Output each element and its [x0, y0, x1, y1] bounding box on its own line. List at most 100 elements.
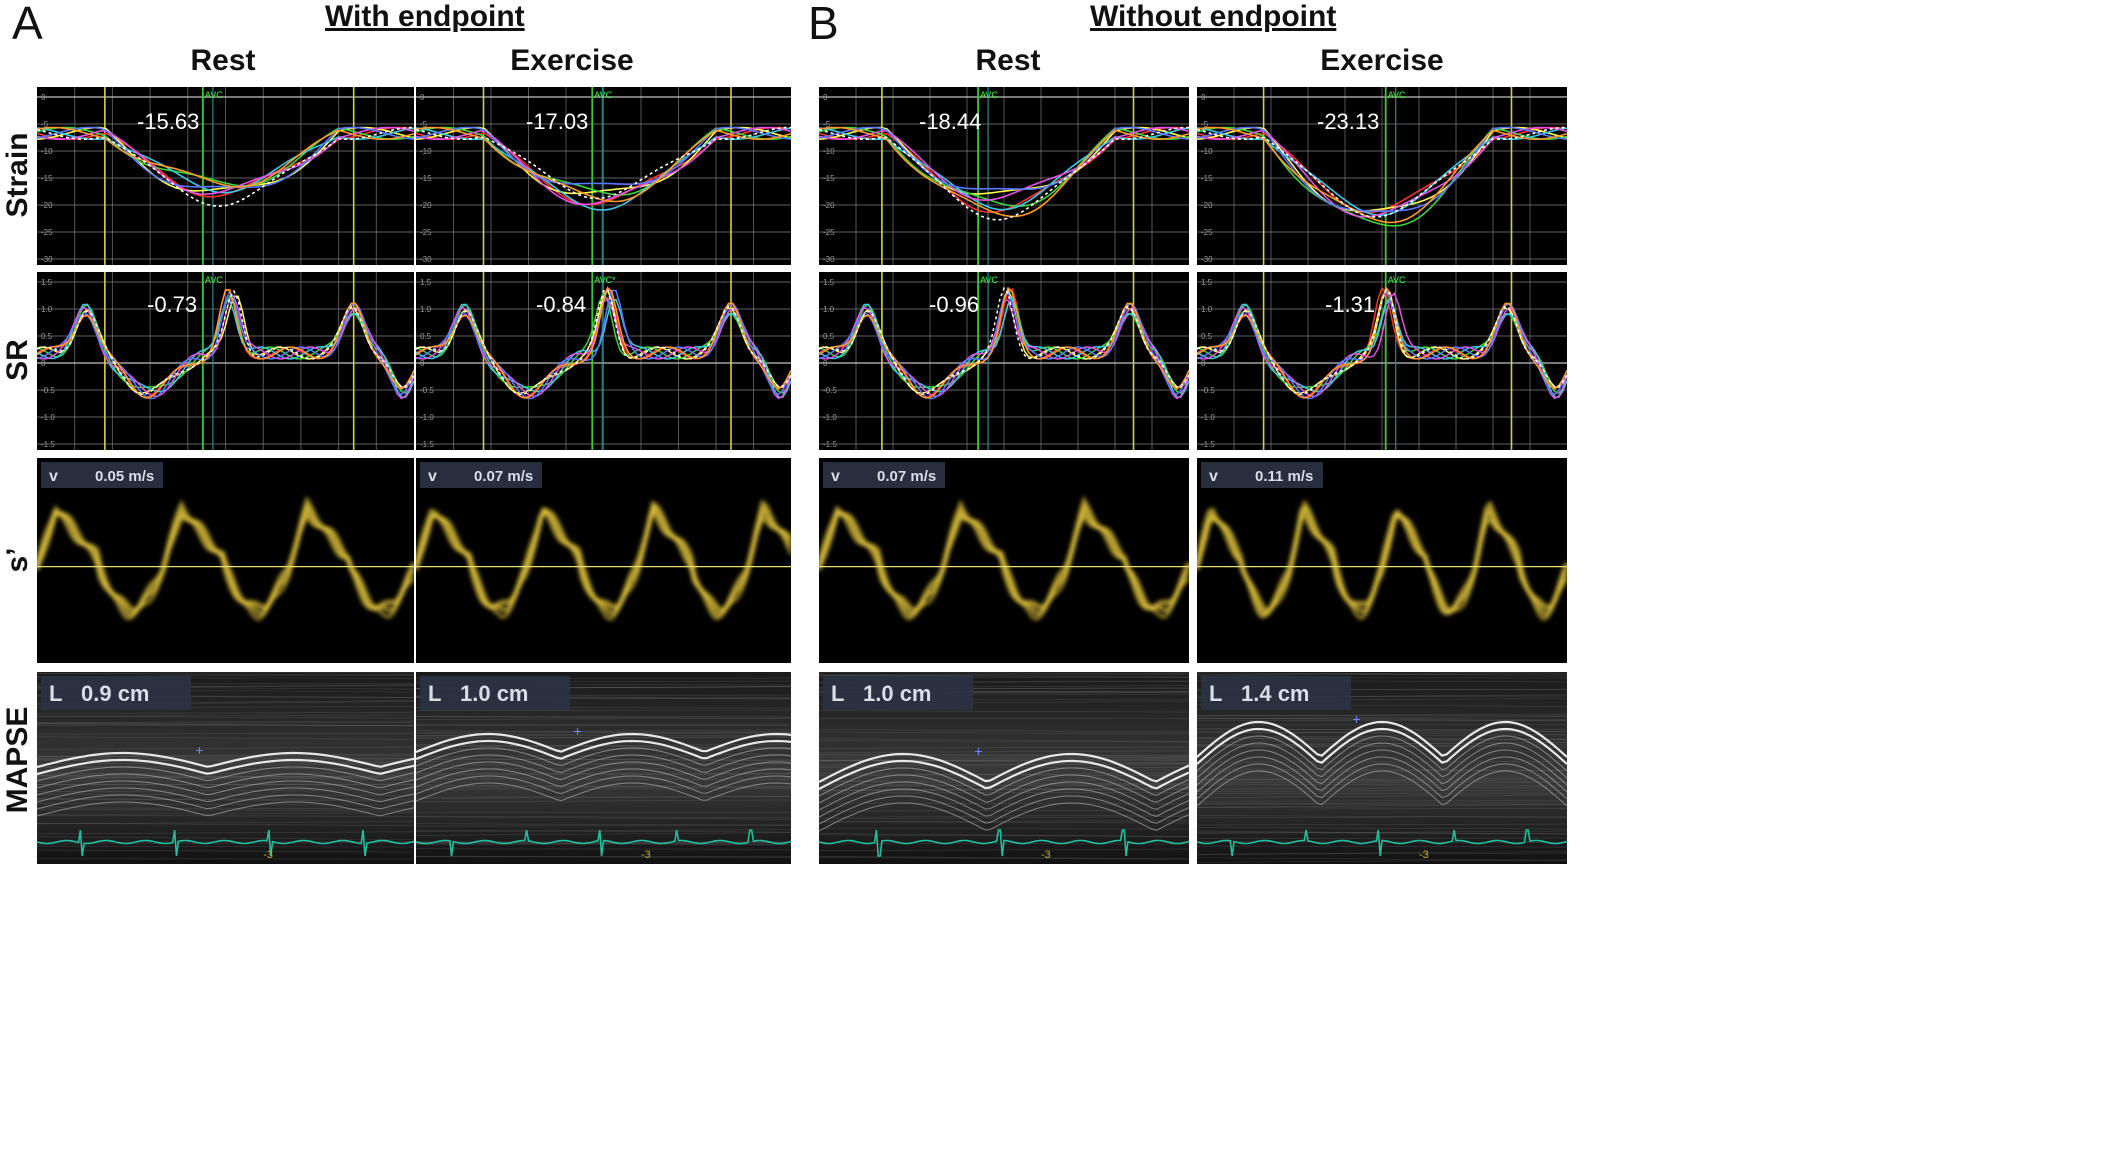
- sr-value-label: -0.96: [929, 292, 979, 317]
- column-title-rest-a: Rest: [190, 44, 256, 77]
- axis-tick-label: -1.5: [41, 440, 55, 449]
- axis-tick-label: -1.0: [420, 413, 434, 422]
- readout-value: 0.05 m/s: [95, 468, 154, 485]
- mitral-annulus-echo: [416, 739, 791, 761]
- mapse-panel-exercise-b: -3 L 1.4 cm +: [1197, 672, 1567, 864]
- axis-tick-label: 1.5: [1201, 278, 1213, 287]
- readout-value: 1.0 cm: [863, 681, 932, 706]
- doppler-panel-rest-a: v 0.05 m/s: [37, 458, 414, 663]
- sr-panel-exercise-b: 1.5 1.0 0.5 0 -0.5 -1.0 -1.5 AVC -1.31: [1197, 272, 1567, 450]
- readout-value: 0.11 m/s: [1255, 468, 1313, 485]
- s-prime-readout: v 0.11 m/s: [1201, 462, 1323, 488]
- mitral-annulus-echo: [819, 781, 1189, 811]
- axis-tick-label: -20: [41, 201, 53, 210]
- panel-letter-b: B: [808, 0, 839, 49]
- strain-trace: [819, 127, 1189, 211]
- avc-label: AVC: [980, 90, 998, 100]
- s-prime-readout: v 0.05 m/s: [41, 462, 163, 488]
- strain-panel-exercise-a: 0 -5 -10 -15 -20 -25 -30 AVC -17.03: [416, 87, 791, 265]
- strain-rate-trace: [416, 289, 791, 396]
- readout-prefix: L: [49, 681, 62, 706]
- doppler-panel-exercise-a: v 0.07 m/s: [416, 458, 791, 663]
- strain-trace: [37, 126, 414, 187]
- axis-tick-label: 0: [420, 93, 425, 102]
- axis-tick-label: -15: [1201, 174, 1213, 183]
- mitral-annulus-echo: [819, 802, 1189, 832]
- readout-prefix: v: [428, 468, 437, 485]
- grid-lines: 0 -5 -10 -15 -20 -25 -30: [1197, 87, 1567, 265]
- readout-prefix: L: [1209, 681, 1222, 706]
- strain-rate-trace: [37, 294, 414, 394]
- axis-tick-label: 0: [420, 359, 425, 368]
- axis-tick-label: 1.0: [41, 305, 53, 314]
- strain-trace: [416, 126, 791, 196]
- axis-tick-label: -30: [420, 255, 432, 264]
- avc-label: AVC: [980, 275, 998, 285]
- strain-trace: [416, 126, 791, 203]
- readout-prefix: v: [831, 468, 840, 485]
- readout-prefix: v: [49, 468, 58, 485]
- axis-tick-label: 0.5: [1201, 332, 1213, 341]
- axis-tick-label: -1.5: [420, 440, 434, 449]
- axis-tick-label: -30: [823, 255, 835, 264]
- axis-tick-label: -30: [41, 255, 53, 264]
- axis-tick-label: 0: [823, 359, 828, 368]
- axis-tick-label: 1.0: [823, 305, 835, 314]
- mitral-annulus-echo: [1197, 735, 1567, 772]
- mitral-annulus-echo: [37, 801, 414, 817]
- strain-rate-trace: [416, 286, 791, 399]
- axis-tick-label: -0.5: [41, 386, 55, 395]
- strain-trace: [416, 126, 791, 200]
- mitral-annulus-echo: [819, 788, 1189, 818]
- caliper-plus-icon: +: [1352, 711, 1360, 727]
- mitral-annulus-echo: [37, 773, 414, 789]
- strain-trace: [37, 126, 414, 188]
- mitral-annulus-echo: [37, 787, 414, 803]
- avc-label: AVC*: [594, 275, 616, 285]
- grid-lines: 0 -5 -10 -15 -20 -25 -30: [819, 87, 1189, 265]
- strain-value-label: -17.03: [526, 109, 588, 134]
- ecg-marker-label: -3: [263, 849, 273, 861]
- mitral-annulus-echo: [416, 754, 791, 774]
- readout-prefix: L: [831, 681, 844, 706]
- caliper-plus-icon: +: [574, 723, 582, 739]
- strain-rate-trace: [416, 298, 791, 398]
- avc-label: AVC: [205, 90, 223, 100]
- doppler-trace: [1197, 499, 1567, 621]
- axis-tick-label: -15: [41, 174, 53, 183]
- axis-tick-label: 0.5: [41, 332, 53, 341]
- caliper-plus-icon: +: [195, 742, 203, 758]
- axis-tick-label: -1.0: [823, 413, 837, 422]
- s-prime-readout: v 0.07 m/s: [823, 462, 945, 488]
- mitral-annulus-echo: [416, 768, 791, 788]
- mitral-annulus-echo: [416, 732, 791, 754]
- strain-trace: [416, 126, 791, 186]
- ecg-trace: [1197, 829, 1567, 857]
- strain-trace: [819, 126, 1189, 208]
- mitral-annulus-echo: [37, 758, 414, 776]
- doppler-trace: [819, 495, 1189, 621]
- axis-tick-label: -1.5: [1201, 440, 1215, 449]
- mapse-panel-rest-a: -3 L 0.9 cm +: [37, 672, 414, 864]
- mitral-annulus-echo: [37, 794, 414, 810]
- column-title-exercise-a: Exercise: [510, 44, 634, 77]
- strain-trace: [1197, 126, 1567, 227]
- panel-letter-a: A: [12, 0, 43, 49]
- axis-tick-label: 1.0: [420, 305, 432, 314]
- grid-lines: 1.5 1.0 0.5 0 -0.5 -1.0 -1.5: [819, 272, 1189, 450]
- strain-trace: [37, 126, 414, 188]
- axis-tick-label: -20: [823, 201, 835, 210]
- axis-tick-label: -20: [1201, 201, 1213, 210]
- mapse-panel-exercise-a: -3 L 1.0 cm +: [416, 672, 791, 864]
- axis-tick-label: -1.5: [823, 440, 837, 449]
- row-label-strain: Strain: [1, 132, 34, 218]
- axis-tick-label: -25: [41, 228, 53, 237]
- strain-rate-trace: [819, 286, 1189, 399]
- mitral-annulus-echo: [819, 767, 1189, 797]
- axis-tick-label: -0.5: [1201, 386, 1215, 395]
- readout-value: 1.0 cm: [460, 681, 529, 706]
- axis-tick-label: -25: [823, 228, 835, 237]
- strain-value-label: -18.44: [919, 109, 981, 134]
- caliper-plus-icon: +: [974, 743, 982, 759]
- axis-tick-label: 0: [823, 93, 828, 102]
